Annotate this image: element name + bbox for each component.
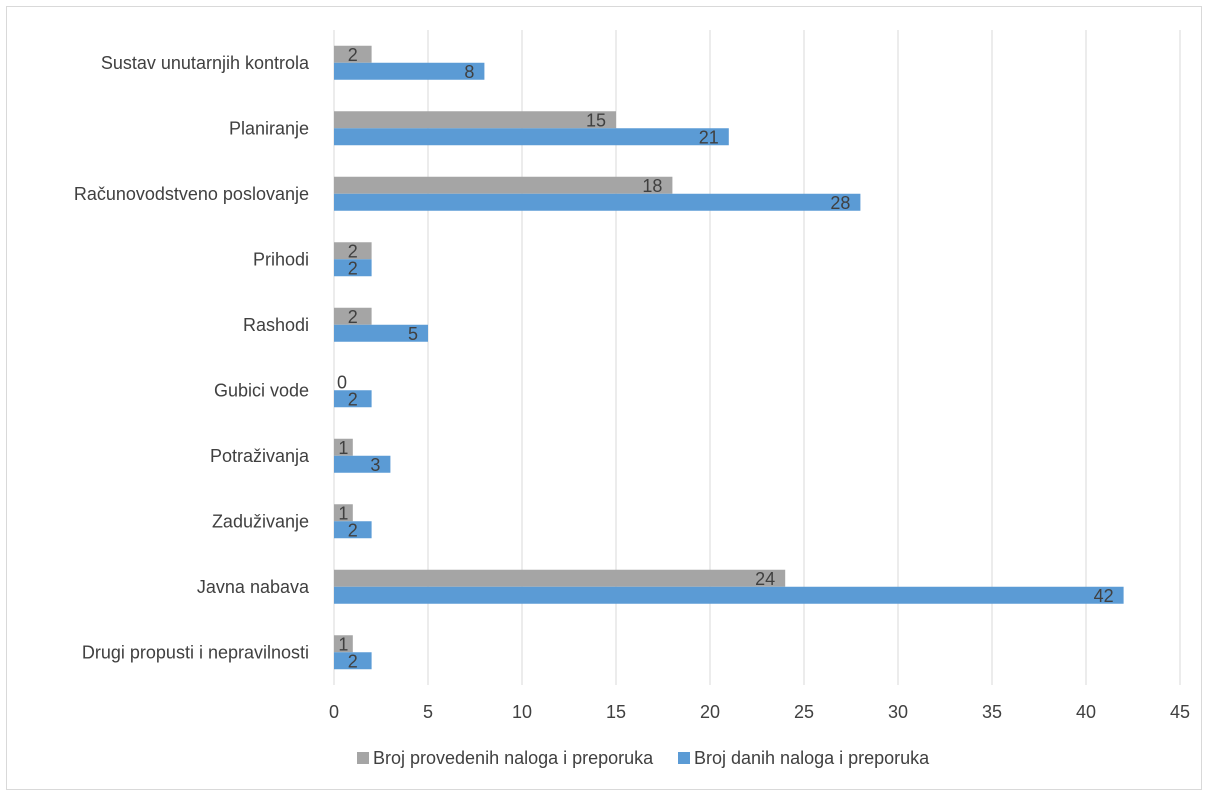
bar-dani: [334, 455, 391, 473]
bar-provedeni: [334, 307, 372, 325]
data-label: 2: [348, 389, 358, 409]
data-label: 8: [464, 62, 474, 82]
x-tick-label: 5: [423, 702, 433, 722]
category-label: Drugi propusti i nepravilnosti: [82, 642, 309, 662]
category-label: Prihodi: [253, 249, 309, 269]
data-label: 2: [348, 241, 358, 261]
data-label: 21: [699, 127, 719, 147]
data-label: 0: [337, 372, 347, 392]
data-label: 1: [338, 503, 348, 523]
bar-dani: [334, 521, 372, 539]
data-label: 18: [642, 176, 662, 196]
bar-provedeni: [334, 635, 353, 653]
data-label: 2: [348, 45, 358, 65]
data-label: 1: [338, 634, 348, 654]
bar-dani: [334, 62, 485, 80]
data-label: 2: [348, 258, 358, 278]
bar-dani: [334, 128, 729, 146]
legend-swatch-dani: [678, 752, 690, 764]
x-tick-label: 25: [794, 702, 814, 722]
x-tick-label: 45: [1170, 702, 1190, 722]
data-label: 1: [338, 438, 348, 458]
data-label: 42: [1094, 586, 1114, 606]
data-label: 2: [348, 307, 358, 327]
bar-provedeni: [334, 242, 372, 260]
data-label: 15: [586, 110, 606, 130]
x-tick-label: 15: [606, 702, 626, 722]
data-label: 28: [830, 193, 850, 213]
category-label: Potraživanja: [210, 446, 310, 466]
data-label: 3: [370, 455, 380, 475]
x-tick-label: 40: [1076, 702, 1096, 722]
category-label: Rashodi: [243, 315, 309, 335]
bar-provedeni: [334, 176, 673, 194]
bar-provedeni: [334, 569, 786, 587]
x-tick-label: 20: [700, 702, 720, 722]
x-tick-label: 10: [512, 702, 532, 722]
data-label: 24: [755, 569, 775, 589]
bar-provedeni: [334, 504, 353, 522]
bar-dani: [334, 390, 372, 408]
category-label: Planiranje: [229, 118, 309, 138]
bar-dani: [334, 193, 861, 211]
category-label: Zaduživanje: [212, 511, 309, 531]
bar-dani: [334, 586, 1124, 604]
category-label: Računovodstveno poslovanje: [74, 184, 309, 204]
data-label: 5: [408, 324, 418, 344]
x-tick-label: 30: [888, 702, 908, 722]
category-label: Sustav unutarnjih kontrola: [101, 53, 310, 73]
x-tick-label: 35: [982, 702, 1002, 722]
data-label: 2: [348, 651, 358, 671]
legend-label-provedeni: Broj provedenih naloga i preporuka: [373, 748, 654, 768]
legend-label-dani: Broj danih naloga i preporuka: [694, 748, 930, 768]
data-label: 2: [348, 520, 358, 540]
bar-provedeni: [334, 45, 372, 63]
legend-swatch-provedeni: [357, 752, 369, 764]
category-label: Gubici vode: [214, 380, 309, 400]
bar-provedeni: [334, 438, 353, 456]
bar-provedeni: [334, 111, 616, 129]
bar-dani: [334, 259, 372, 277]
x-tick-label: 0: [329, 702, 339, 722]
category-label: Javna nabava: [197, 577, 310, 597]
bar-dani: [334, 324, 428, 342]
bar-dani: [334, 652, 372, 670]
